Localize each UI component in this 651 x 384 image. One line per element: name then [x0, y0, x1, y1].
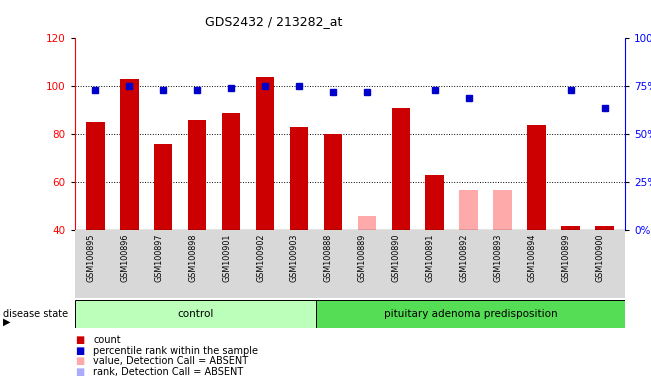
Text: value, Detection Call = ABSENT: value, Detection Call = ABSENT [93, 356, 248, 366]
Bar [357, 216, 376, 230]
Bar [120, 79, 139, 230]
Text: GSM100896: GSM100896 [120, 234, 129, 282]
Bar [561, 225, 580, 230]
Text: GSM100895: GSM100895 [86, 234, 95, 282]
Bar [324, 134, 342, 230]
Text: GSM100888: GSM100888 [324, 234, 333, 282]
Text: GSM100900: GSM100900 [596, 234, 605, 282]
Text: GSM100903: GSM100903 [290, 234, 299, 282]
Text: control: control [177, 309, 214, 319]
Text: GSM100890: GSM100890 [392, 234, 401, 282]
Text: GSM100898: GSM100898 [188, 234, 197, 282]
Text: GSM100891: GSM100891 [426, 234, 435, 282]
Bar [391, 108, 410, 230]
Text: ■: ■ [75, 367, 84, 377]
Text: ■: ■ [75, 335, 84, 345]
Text: disease state: disease state [3, 309, 68, 319]
Text: GSM100894: GSM100894 [528, 234, 536, 282]
Text: pituitary adenoma predisposition: pituitary adenoma predisposition [383, 309, 557, 319]
Text: GSM100893: GSM100893 [493, 234, 503, 282]
Text: count: count [93, 335, 120, 345]
Bar [290, 127, 309, 230]
Bar [426, 175, 444, 230]
Bar [316, 300, 625, 328]
Bar [222, 113, 240, 230]
Bar [493, 190, 512, 230]
Text: ■: ■ [75, 356, 84, 366]
Text: GSM100889: GSM100889 [358, 234, 367, 282]
Text: percentile rank within the sample: percentile rank within the sample [93, 346, 258, 356]
Bar [187, 120, 206, 230]
Bar [527, 125, 546, 230]
Text: GSM100901: GSM100901 [222, 234, 231, 282]
Text: ▶: ▶ [3, 316, 11, 326]
Text: GSM100892: GSM100892 [460, 234, 469, 282]
Text: GSM100897: GSM100897 [154, 234, 163, 282]
Bar [256, 77, 274, 230]
Text: GSM100902: GSM100902 [256, 234, 265, 282]
Bar [595, 225, 614, 230]
Text: ■: ■ [75, 346, 84, 356]
Text: GSM100899: GSM100899 [562, 234, 571, 282]
Text: rank, Detection Call = ABSENT: rank, Detection Call = ABSENT [93, 367, 243, 377]
Bar [86, 122, 105, 230]
Bar [154, 144, 173, 230]
Bar [460, 190, 478, 230]
Bar [75, 300, 316, 328]
Text: GDS2432 / 213282_at: GDS2432 / 213282_at [204, 15, 342, 28]
